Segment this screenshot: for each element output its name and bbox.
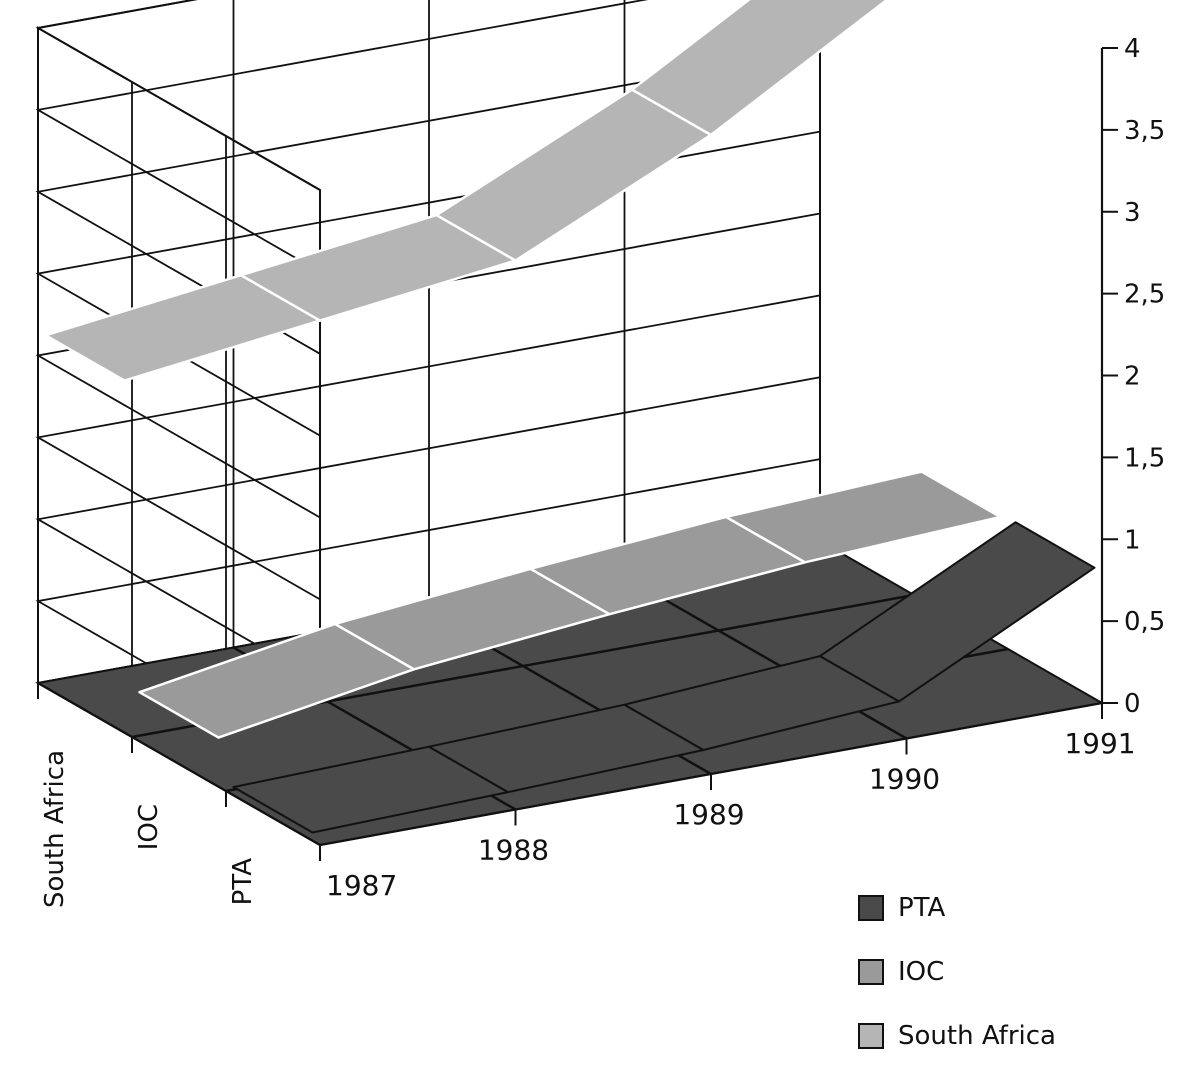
y-tick-label: 2,5	[1124, 280, 1165, 310]
legend-swatch-south-africa	[858, 1023, 884, 1049]
depth-label-south-africa: South Africa	[40, 750, 70, 908]
ribbon-ioc	[138, 470, 1002, 739]
chart-axes: 0 0,5 1 1,5 2 2,5 3 3,5 4 1987 1988 1989 1990 1991 PTA…	[37, 34, 1165, 908]
chart-ribbons	[44, 0, 1096, 834]
legend-item-pta: PTA	[858, 888, 945, 928]
legend-item-south-africa: South Africa	[858, 1016, 1056, 1056]
x-tick-label: 1988	[478, 834, 549, 867]
depth-label-pta: PTA	[228, 858, 258, 906]
legend-label-pta: PTA	[898, 893, 946, 923]
legend-swatch-pta	[858, 895, 884, 921]
legend-label-south-africa: South Africa	[898, 1021, 1056, 1051]
depth-axis-line	[37, 682, 321, 846]
y-tick-label: 1,5	[1124, 443, 1165, 473]
legend-label-ioc: IOC	[898, 957, 945, 987]
legend-swatch-ioc	[858, 959, 884, 985]
y-tick-label: 3	[1124, 198, 1141, 228]
x-tick-label: 1990	[869, 763, 940, 796]
x-tick-label: 1987	[326, 869, 397, 902]
y-tick-label: 1	[1124, 525, 1141, 555]
ribbon-segment	[724, 470, 1002, 564]
depth-label-ioc: IOC	[134, 804, 164, 850]
x-tick-label: 1991	[1064, 727, 1135, 760]
y-tick-label: 2	[1124, 362, 1141, 392]
y-tick-label: 4	[1124, 34, 1141, 64]
y-tick-label: 3,5	[1124, 116, 1165, 146]
ribbon-segment	[435, 88, 713, 262]
legend-item-ioc: IOC	[858, 952, 944, 992]
ribbon-south-africa	[44, 0, 889, 382]
ribbon-pta	[232, 521, 1096, 834]
ribbon-segment	[819, 521, 1096, 703]
y-tick-label: 0	[1124, 689, 1141, 719]
x-tick-label: 1989	[673, 798, 744, 831]
ribbon-segment	[630, 0, 889, 137]
y-tick-label: 0,5	[1124, 607, 1165, 637]
legend: PTA IOC South Africa	[858, 888, 1158, 1063]
